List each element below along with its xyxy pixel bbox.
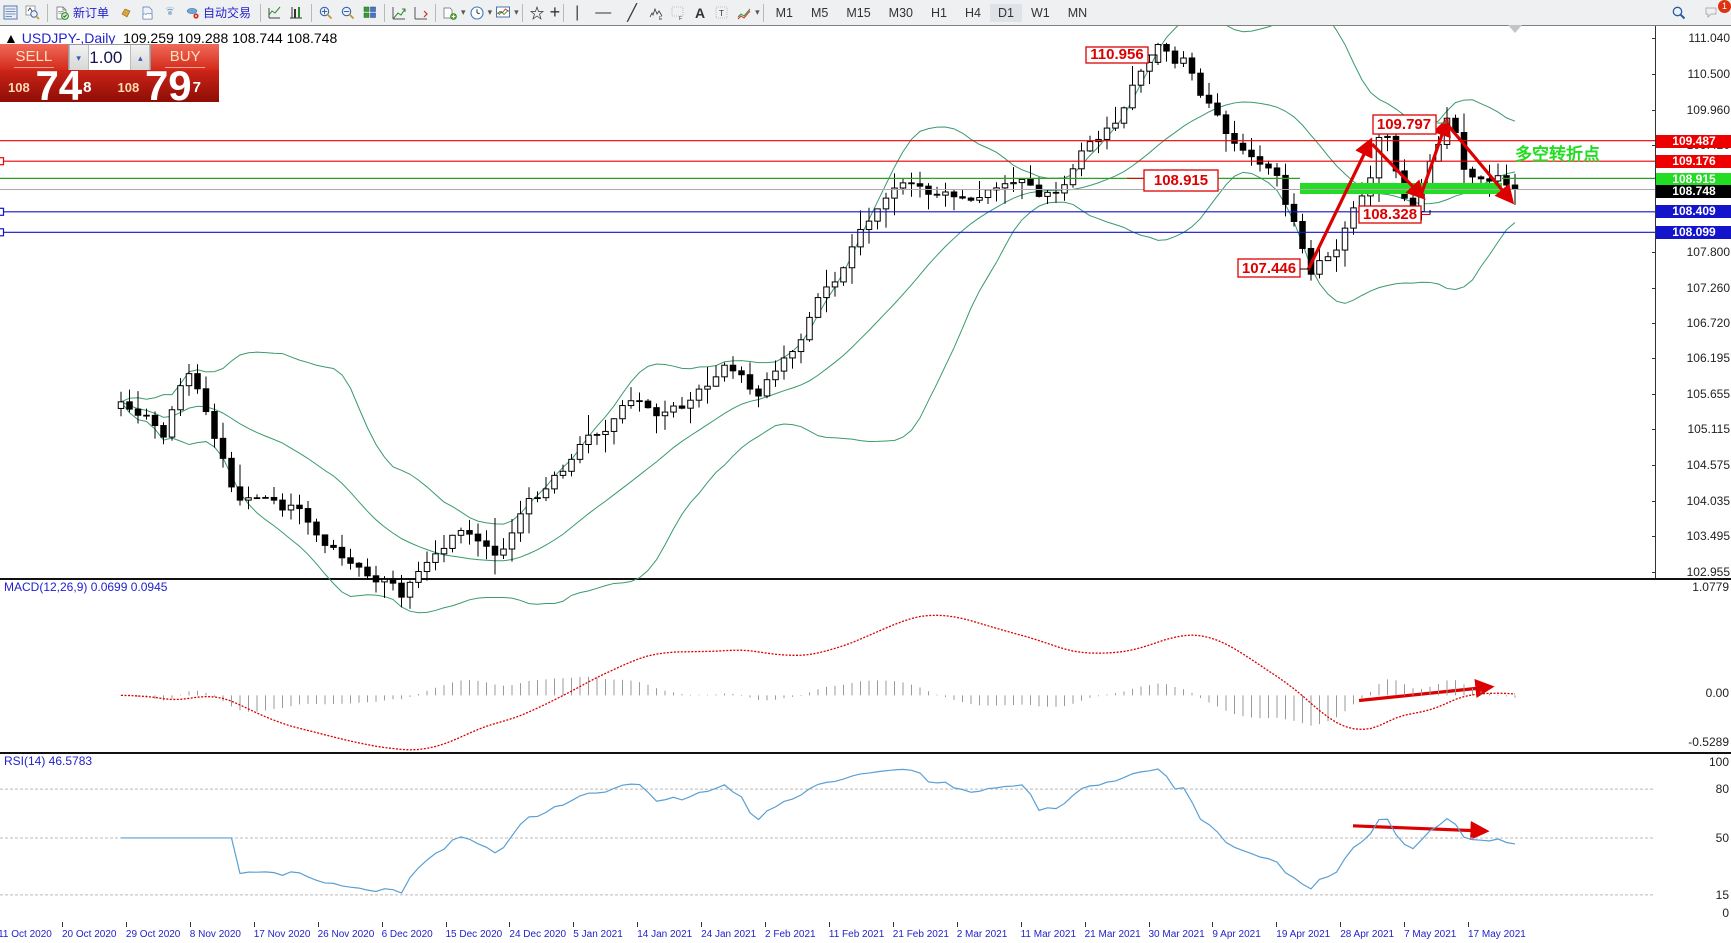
svg-text:多空转折点: 多空转折点 (1515, 144, 1600, 164)
svg-text:T: T (719, 9, 724, 18)
svg-text:108.915: 108.915 (1154, 172, 1208, 189)
svg-text:107.446: 107.446 (1242, 260, 1296, 277)
svg-text:MACD(12,26,9) 0.0699 0.0945: MACD(12,26,9) 0.0699 0.0945 (4, 580, 168, 594)
svg-text:108.328: 108.328 (1363, 206, 1417, 223)
svg-text:F: F (679, 16, 682, 21)
svg-text:E: E (659, 16, 663, 21)
svg-text:109.797: 109.797 (1377, 116, 1431, 133)
svg-text:110.956: 110.956 (1090, 46, 1143, 63)
svg-text:RSI(14) 46.5783: RSI(14) 46.5783 (4, 754, 92, 768)
